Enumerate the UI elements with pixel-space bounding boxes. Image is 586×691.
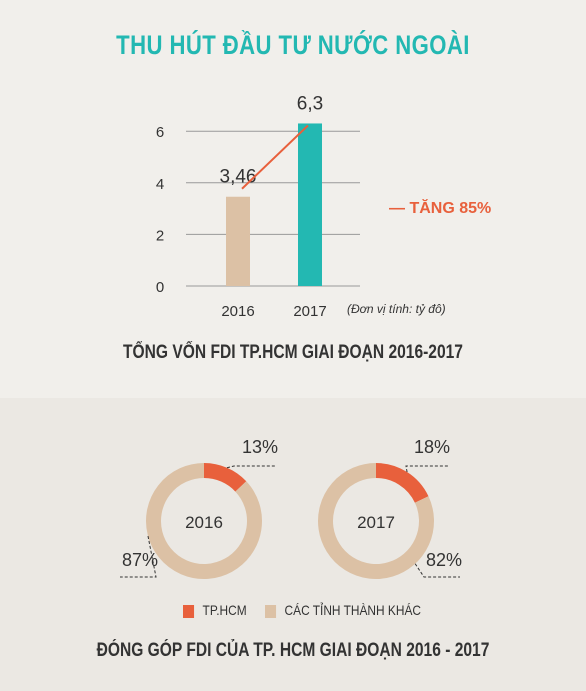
donut-center-label: 2016 xyxy=(185,513,223,532)
slice-value-label: 18% xyxy=(414,437,450,457)
donut-slice-others xyxy=(318,463,434,579)
bar-value-label: 3,46 xyxy=(220,167,257,188)
slice-value-label: 82% xyxy=(426,550,462,570)
bar-2017 xyxy=(298,123,322,287)
bar-2016 xyxy=(226,196,250,286)
legend-swatch-beige xyxy=(265,604,277,618)
donut-charts-caption: ĐÓNG GÓP FDI CỦA TP. HCM GIAI ĐOẠN 2016 … xyxy=(96,640,490,661)
bar-chart-caption: TỔNG VỐN FDI TP.HCM GIAI ĐOẠN 2016-2017 xyxy=(123,342,463,363)
growth-trend-line xyxy=(241,124,309,190)
bottom-panel xyxy=(0,398,586,691)
y-tick-label: 2 xyxy=(156,227,164,244)
donut-slice-tphcm xyxy=(203,463,247,492)
leader-line xyxy=(120,535,157,578)
slice-value-label: 13% xyxy=(242,437,278,457)
leader-line xyxy=(414,563,460,578)
x-tick-label: 2017 xyxy=(293,303,326,320)
legend-swatch-orange xyxy=(183,604,195,618)
leader-line xyxy=(405,465,448,473)
legend-item-tphcm: TP.HCM xyxy=(183,602,247,618)
y-tick-label: 0 xyxy=(156,279,164,296)
x-tick-label: 2016 xyxy=(221,303,254,320)
y-tick-label: 4 xyxy=(156,176,164,193)
slice-value-label: 87% xyxy=(122,550,158,570)
donut-center-label: 2017 xyxy=(357,513,395,532)
legend-label-tphcm: TP.HCM xyxy=(202,602,247,618)
donut-slice-others xyxy=(146,463,262,579)
donut-slice-tphcm xyxy=(375,463,429,504)
growth-annotation: — TĂNG 85% xyxy=(389,198,491,217)
unit-note: (Đơn vị tính: tỷ đô) xyxy=(347,302,446,316)
bar-value-label: 6,3 xyxy=(297,93,323,114)
y-tick-label: 6 xyxy=(156,124,164,141)
leader-line xyxy=(226,465,276,469)
top-panel xyxy=(0,0,586,398)
legend-label-others: CÁC TỈNH THÀNH KHÁC xyxy=(284,602,421,618)
page-title: THU HÚT ĐẦU TƯ NƯỚC NGOÀI xyxy=(116,30,470,60)
legend-item-others: CÁC TỈNH THÀNH KHÁC xyxy=(265,602,421,618)
